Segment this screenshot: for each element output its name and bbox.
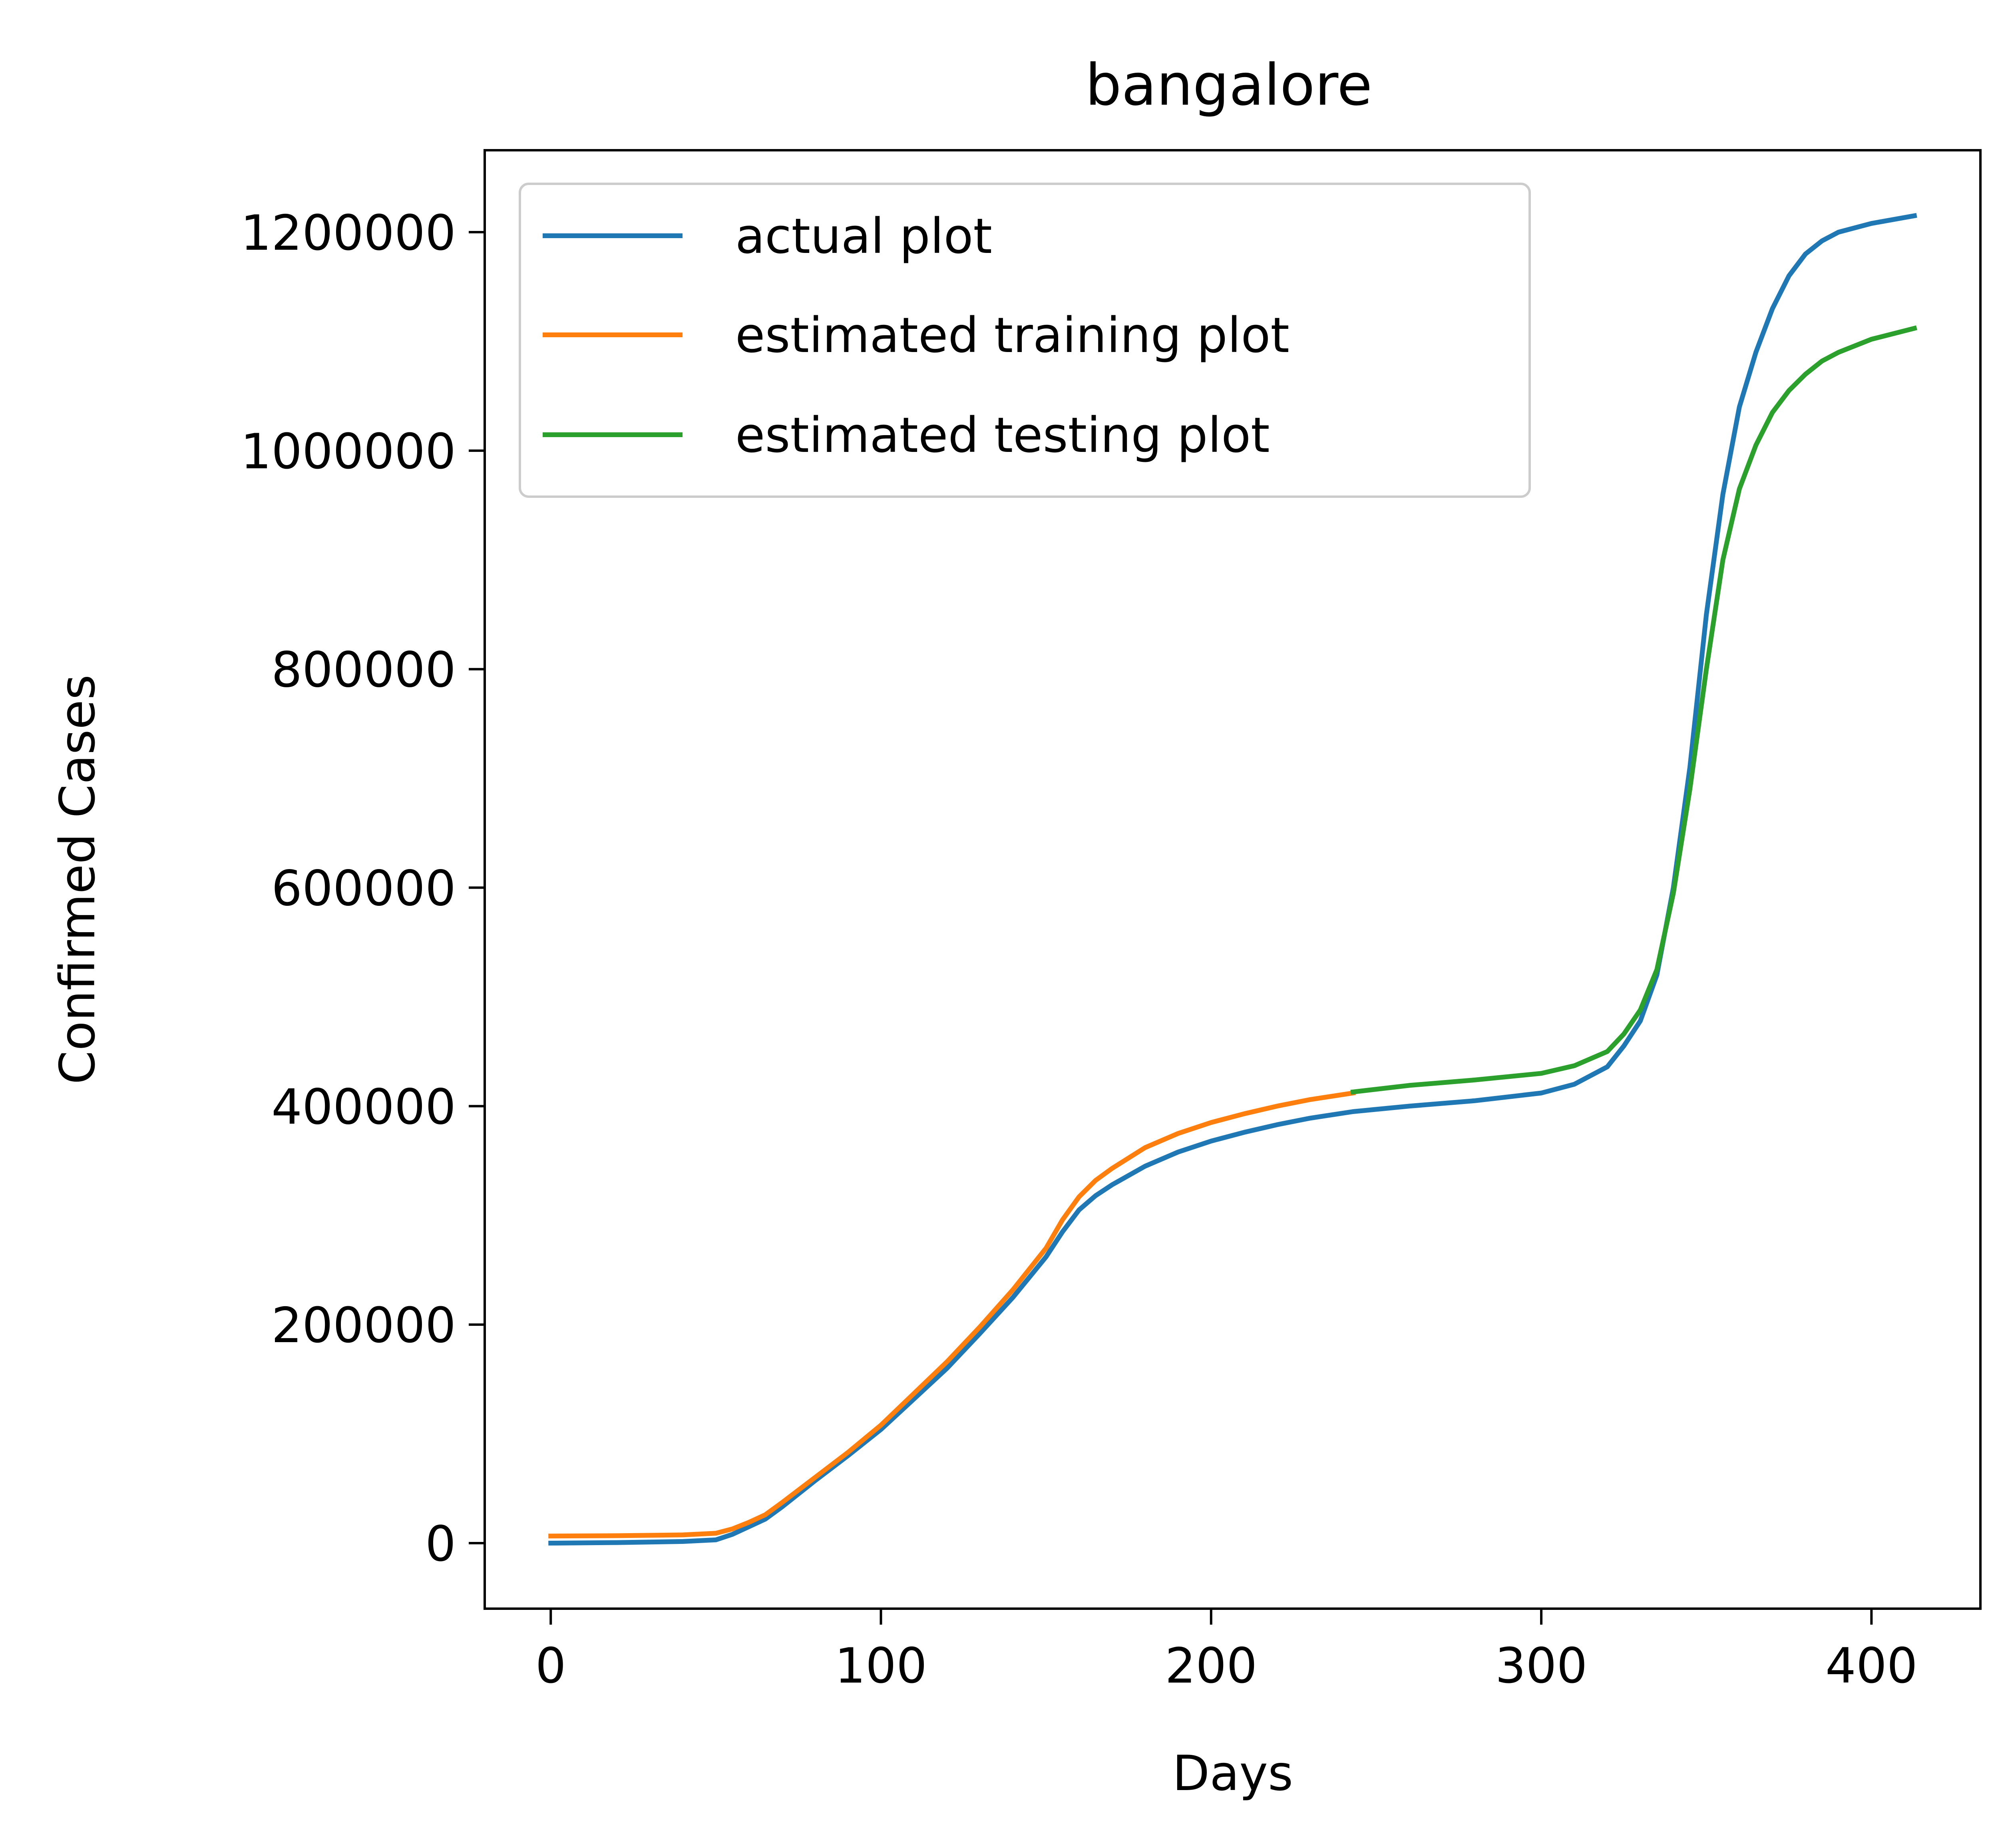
legend-label-2: estimated testing plot	[735, 407, 1270, 463]
y-tick-label: 1000000	[241, 424, 456, 480]
y-tick-label: 1200000	[241, 205, 456, 261]
y-tick-label: 400000	[271, 1079, 456, 1135]
y-tick-label: 600000	[271, 861, 456, 917]
x-tick-label: 400	[1825, 1638, 1918, 1694]
legend-label-1: estimated training plot	[735, 307, 1290, 364]
series-line-2	[1350, 325, 1917, 1095]
y-tick-label: 800000	[271, 642, 456, 698]
series-line-0	[548, 213, 1917, 1546]
plot-lines	[548, 213, 1917, 1546]
y-axis-label: Confirmed Cases	[50, 674, 106, 1084]
x-tick-label: 100	[835, 1638, 927, 1694]
x-tick-label: 200	[1165, 1638, 1257, 1694]
y-axis: 0 200000 400000 600000 800000 1000000 1200000	[241, 205, 485, 1572]
plot-frame	[484, 149, 1982, 1610]
chart-title: bangalore	[1085, 52, 1372, 118]
y-tick-label: 200000	[271, 1297, 456, 1354]
x-axis: 0 100 200 300 400	[535, 1609, 1918, 1694]
x-tick-label: 0	[535, 1638, 566, 1694]
legend-box	[519, 183, 1531, 498]
series-line-1	[548, 1090, 1356, 1539]
x-tick-label: 300	[1495, 1638, 1588, 1694]
x-axis-label: Days	[1172, 1745, 1293, 1802]
legend-label-0: actual plot	[735, 208, 992, 265]
legend: actual plot estimated training plot estima…	[519, 183, 1531, 498]
y-tick-label: 0	[425, 1516, 456, 1572]
